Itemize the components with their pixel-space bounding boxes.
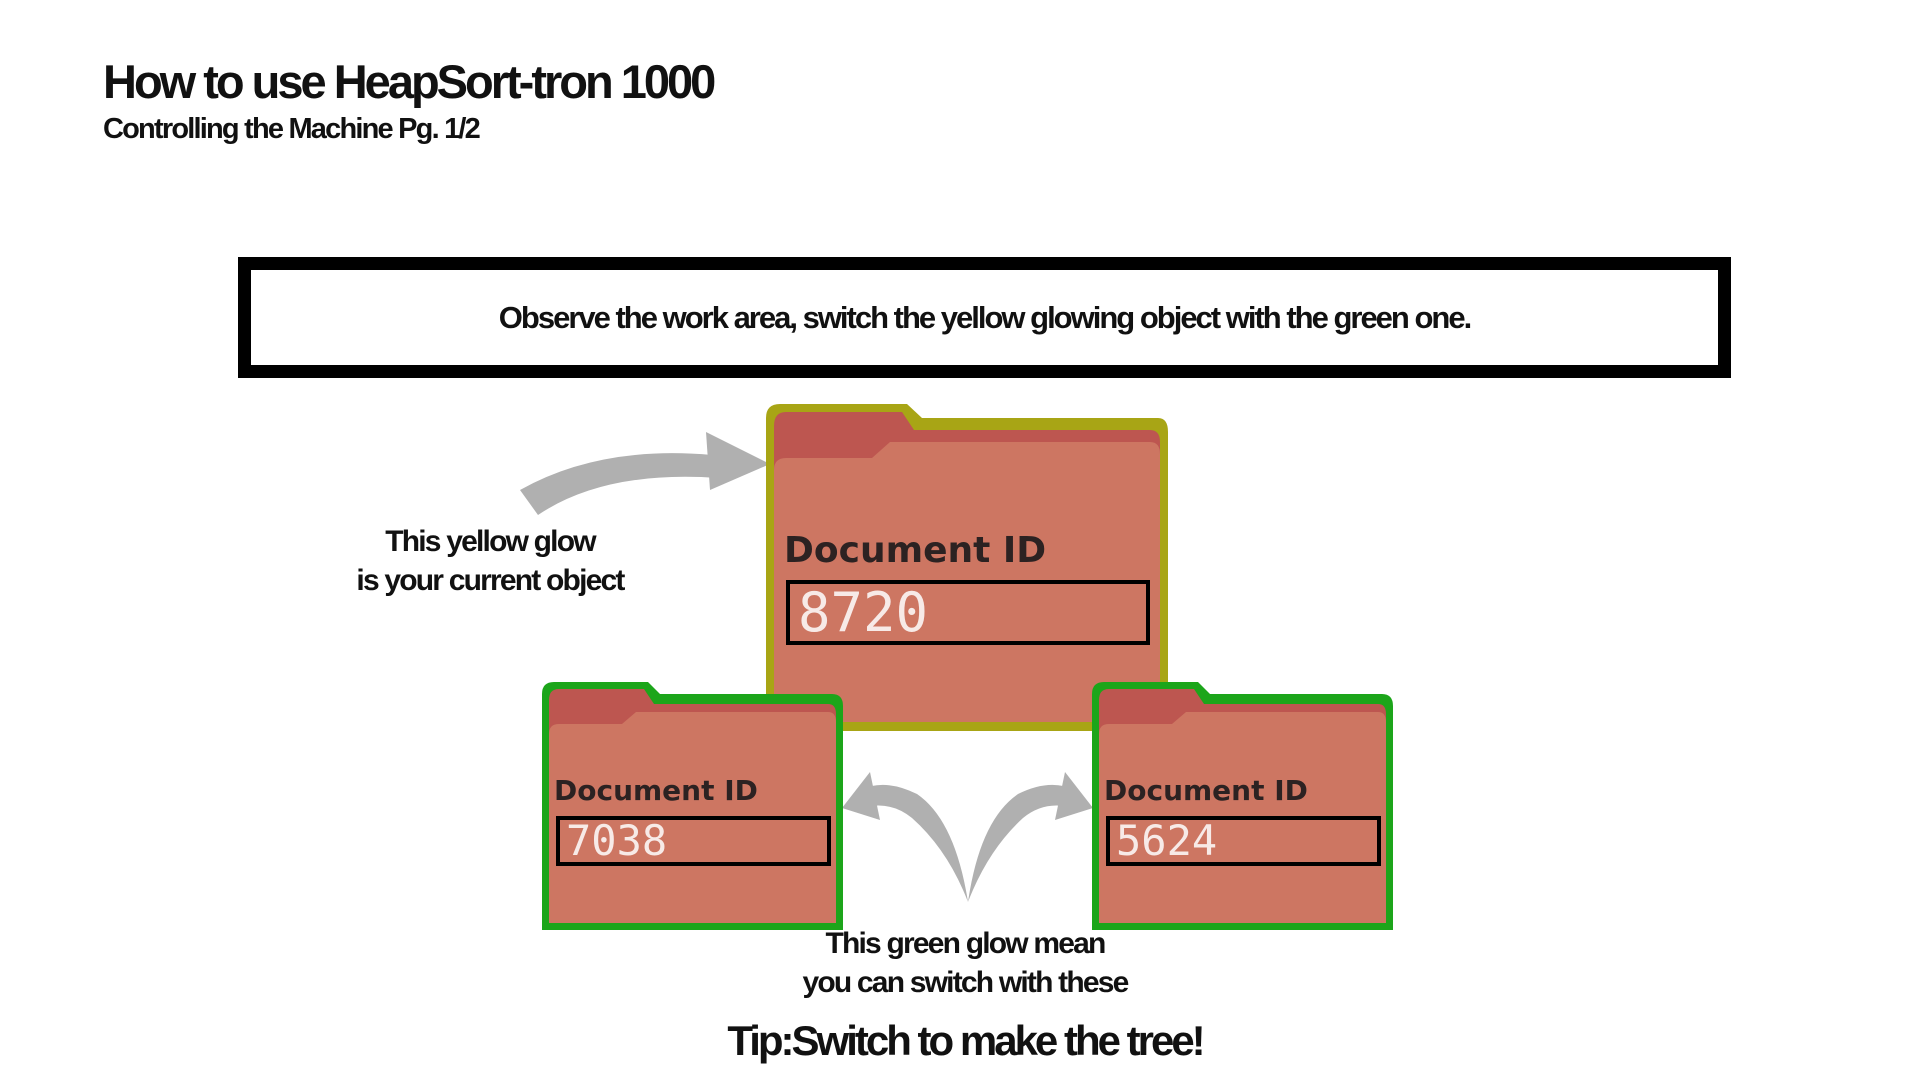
document-id-field: 8720: [786, 580, 1150, 645]
document-id-label: Document ID: [554, 774, 758, 807]
document-id-label: Document ID: [1104, 774, 1308, 807]
current-folder[interactable]: Document ID 8720: [762, 400, 1172, 735]
page-subtitle: Controlling the Machine Pg. 1/2: [103, 113, 481, 145]
instruction-text: Observe the work area, switch the yellow…: [498, 299, 1472, 335]
document-id-value: 8720: [798, 580, 929, 644]
document-id-value: 5624: [1116, 816, 1218, 865]
curved-arrow-icon: [520, 432, 770, 515]
yellow-glow-note-line: This yellow glow: [385, 525, 596, 558]
tip-text: Tip:Switch to make the tree!: [727, 1017, 1205, 1064]
right-child-folder[interactable]: Document ID 5624: [1090, 680, 1395, 932]
document-id-value: 7038: [566, 816, 668, 865]
left-child-folder[interactable]: Document ID 7038: [540, 680, 845, 932]
document-id-label: Document ID: [784, 530, 1047, 571]
instruction-box: Observe the work area, switch the yellow…: [238, 257, 1731, 378]
page-title: How to use HeapSort-tron 1000: [103, 55, 716, 108]
swap-arrows-icon: [842, 772, 1093, 902]
green-glow-note-line: you can switch with these: [802, 966, 1129, 999]
document-id-field: 7038: [556, 816, 831, 866]
green-glow-note: This green glow mean you can switch with…: [785, 924, 1145, 1002]
document-id-field: 5624: [1106, 816, 1381, 866]
yellow-glow-note-line: is your current object: [356, 564, 625, 597]
green-glow-note-line: This green glow mean: [825, 927, 1106, 960]
yellow-glow-note: This yellow glow is your current object: [330, 522, 650, 600]
